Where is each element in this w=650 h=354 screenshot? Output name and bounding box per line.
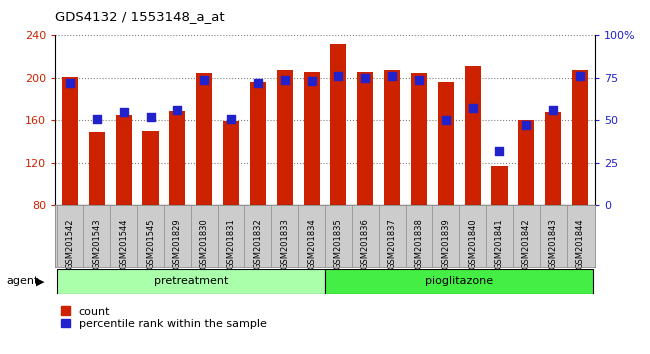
Bar (465, 66, 481, 205)
Bar (325, 269, 593, 294)
Point (360, 75, 370, 81)
Point (280, 77, 290, 82)
Bar (545, 112, 561, 205)
Point (146, 114, 156, 120)
Text: GDS4132 / 1553148_a_at: GDS4132 / 1553148_a_at (55, 10, 225, 23)
Text: ▶: ▶ (36, 276, 44, 286)
Bar (169, 111, 185, 205)
Point (521, 122, 532, 128)
Point (441, 118, 451, 123)
Bar (277, 70, 292, 205)
Text: agent: agent (6, 276, 39, 286)
Bar (437, 82, 454, 205)
Point (118, 109, 129, 115)
Point (387, 73, 397, 79)
Point (172, 107, 183, 113)
Bar (491, 166, 508, 205)
Bar (116, 115, 132, 205)
Bar (223, 121, 239, 205)
Bar (196, 73, 213, 205)
Text: pretreatment: pretreatment (153, 276, 228, 286)
Bar (572, 70, 588, 205)
Bar (384, 70, 400, 205)
Point (306, 79, 317, 84)
Point (199, 77, 209, 82)
Point (253, 80, 263, 86)
Point (92, 116, 102, 121)
Text: pioglitazone: pioglitazone (425, 276, 493, 286)
Point (65, 80, 75, 86)
Bar (57, 269, 325, 294)
Point (414, 77, 424, 82)
Bar (62, 77, 78, 205)
Bar (89, 132, 105, 205)
Point (467, 105, 478, 111)
Bar (518, 120, 534, 205)
Bar (142, 131, 159, 205)
Bar (358, 72, 373, 205)
Bar (250, 82, 266, 205)
Legend: count, percentile rank within the sample: count, percentile rank within the sample (61, 307, 266, 329)
Point (548, 107, 558, 113)
Point (333, 73, 344, 79)
Bar (411, 73, 427, 205)
Bar (304, 72, 320, 205)
Point (494, 148, 504, 154)
Bar (330, 44, 346, 205)
Point (226, 116, 236, 121)
Point (575, 73, 585, 79)
